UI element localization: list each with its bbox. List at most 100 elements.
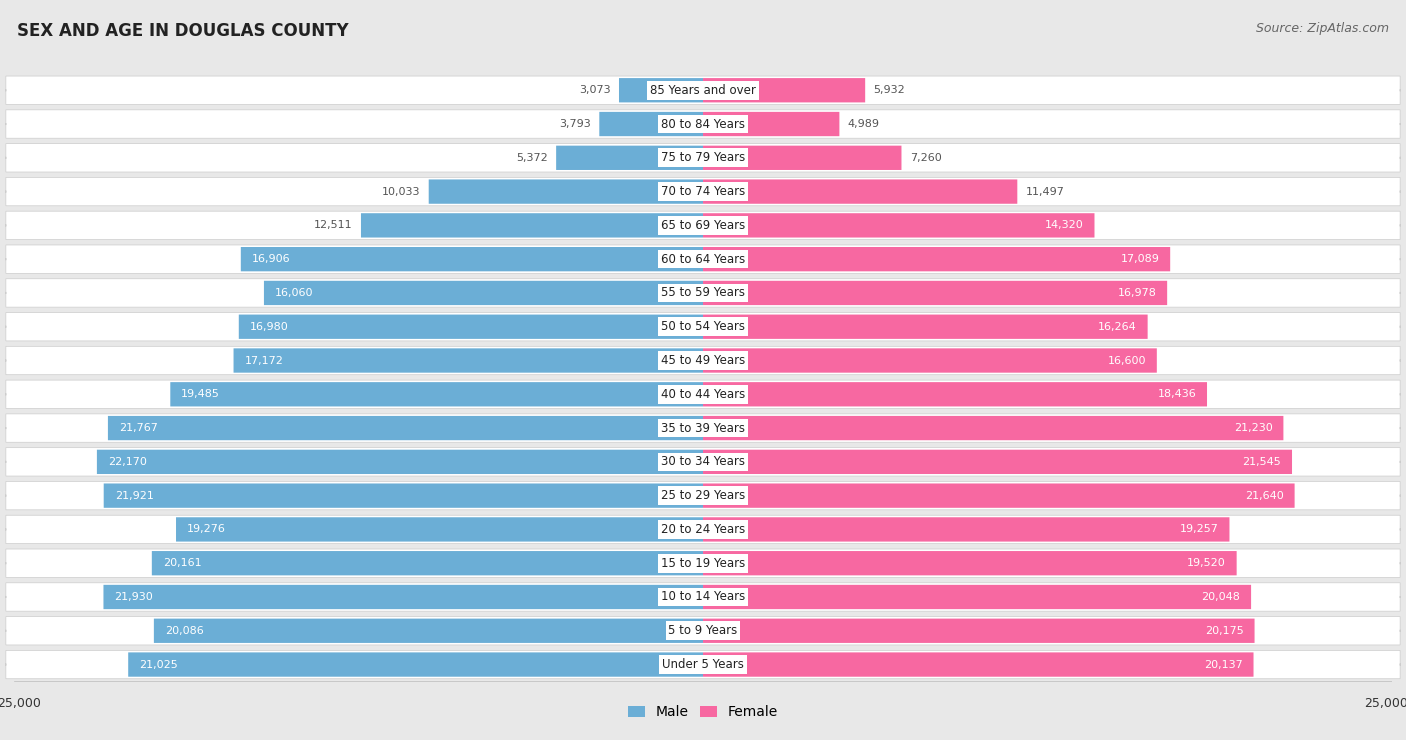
Text: 7,260: 7,260 xyxy=(910,153,942,163)
FancyBboxPatch shape xyxy=(6,482,1400,510)
FancyBboxPatch shape xyxy=(703,112,839,136)
Text: 20,137: 20,137 xyxy=(1204,659,1243,670)
FancyBboxPatch shape xyxy=(703,483,1295,508)
FancyBboxPatch shape xyxy=(104,483,703,508)
FancyBboxPatch shape xyxy=(240,247,703,272)
Text: 40 to 44 Years: 40 to 44 Years xyxy=(661,388,745,401)
FancyBboxPatch shape xyxy=(6,448,1400,476)
FancyBboxPatch shape xyxy=(599,112,703,136)
FancyBboxPatch shape xyxy=(703,213,1094,238)
FancyBboxPatch shape xyxy=(703,653,1254,676)
FancyBboxPatch shape xyxy=(703,416,1284,440)
FancyBboxPatch shape xyxy=(6,650,1400,679)
Text: 19,520: 19,520 xyxy=(1187,558,1226,568)
FancyBboxPatch shape xyxy=(6,312,1400,341)
Text: 20,048: 20,048 xyxy=(1201,592,1240,602)
Text: 20,175: 20,175 xyxy=(1205,626,1244,636)
Text: 21,230: 21,230 xyxy=(1233,423,1272,433)
FancyBboxPatch shape xyxy=(703,619,1254,643)
Text: 30 to 34 Years: 30 to 34 Years xyxy=(661,455,745,468)
Text: 5,372: 5,372 xyxy=(516,153,548,163)
FancyBboxPatch shape xyxy=(6,583,1400,611)
Text: 3,073: 3,073 xyxy=(579,85,610,95)
Text: 16,264: 16,264 xyxy=(1098,322,1136,332)
FancyBboxPatch shape xyxy=(6,279,1400,307)
Text: 17,172: 17,172 xyxy=(245,355,284,366)
Text: 12,511: 12,511 xyxy=(314,221,353,230)
Text: 5,932: 5,932 xyxy=(873,85,905,95)
Text: 15 to 19 Years: 15 to 19 Years xyxy=(661,556,745,570)
FancyBboxPatch shape xyxy=(233,349,703,373)
FancyBboxPatch shape xyxy=(153,619,703,643)
Text: 19,276: 19,276 xyxy=(187,525,226,534)
Text: SEX AND AGE IN DOUGLAS COUNTY: SEX AND AGE IN DOUGLAS COUNTY xyxy=(17,22,349,40)
FancyBboxPatch shape xyxy=(6,76,1400,104)
Text: 21,025: 21,025 xyxy=(139,659,179,670)
Text: 85 Years and over: 85 Years and over xyxy=(650,84,756,97)
FancyBboxPatch shape xyxy=(703,551,1237,576)
Text: 20 to 24 Years: 20 to 24 Years xyxy=(661,523,745,536)
FancyBboxPatch shape xyxy=(703,585,1251,609)
FancyBboxPatch shape xyxy=(6,380,1400,408)
Text: 10,033: 10,033 xyxy=(382,186,420,197)
FancyBboxPatch shape xyxy=(239,314,703,339)
Text: 11,497: 11,497 xyxy=(1025,186,1064,197)
Text: 21,930: 21,930 xyxy=(114,592,153,602)
Text: 70 to 74 Years: 70 to 74 Years xyxy=(661,185,745,198)
FancyBboxPatch shape xyxy=(703,146,901,170)
Text: 45 to 49 Years: 45 to 49 Years xyxy=(661,354,745,367)
Text: 21,921: 21,921 xyxy=(115,491,153,501)
Text: 75 to 79 Years: 75 to 79 Years xyxy=(661,151,745,164)
FancyBboxPatch shape xyxy=(703,179,1018,204)
FancyBboxPatch shape xyxy=(6,144,1400,172)
FancyBboxPatch shape xyxy=(97,450,703,474)
FancyBboxPatch shape xyxy=(6,245,1400,273)
Text: 35 to 39 Years: 35 to 39 Years xyxy=(661,422,745,434)
FancyBboxPatch shape xyxy=(6,110,1400,138)
Text: 4,989: 4,989 xyxy=(848,119,880,129)
FancyBboxPatch shape xyxy=(557,146,703,170)
FancyBboxPatch shape xyxy=(170,382,703,406)
Legend: Male, Female: Male, Female xyxy=(623,699,783,724)
Text: Under 5 Years: Under 5 Years xyxy=(662,658,744,671)
FancyBboxPatch shape xyxy=(703,349,1157,373)
Text: 16,600: 16,600 xyxy=(1108,355,1146,366)
Text: 16,980: 16,980 xyxy=(250,322,288,332)
FancyBboxPatch shape xyxy=(429,179,703,204)
FancyBboxPatch shape xyxy=(108,416,703,440)
Text: 3,793: 3,793 xyxy=(560,119,591,129)
Text: 25 to 29 Years: 25 to 29 Years xyxy=(661,489,745,502)
Text: 19,485: 19,485 xyxy=(181,389,221,400)
FancyBboxPatch shape xyxy=(703,78,865,102)
Text: 50 to 54 Years: 50 to 54 Years xyxy=(661,320,745,333)
FancyBboxPatch shape xyxy=(6,515,1400,544)
FancyBboxPatch shape xyxy=(176,517,703,542)
FancyBboxPatch shape xyxy=(6,211,1400,240)
FancyBboxPatch shape xyxy=(6,346,1400,374)
FancyBboxPatch shape xyxy=(6,616,1400,645)
FancyBboxPatch shape xyxy=(104,585,703,609)
Text: 65 to 69 Years: 65 to 69 Years xyxy=(661,219,745,232)
FancyBboxPatch shape xyxy=(619,78,703,102)
Text: 60 to 64 Years: 60 to 64 Years xyxy=(661,252,745,266)
Text: 14,320: 14,320 xyxy=(1045,221,1084,230)
FancyBboxPatch shape xyxy=(703,314,1147,339)
Text: 21,640: 21,640 xyxy=(1244,491,1284,501)
Text: 80 to 84 Years: 80 to 84 Years xyxy=(661,118,745,130)
Text: 19,257: 19,257 xyxy=(1180,525,1219,534)
FancyBboxPatch shape xyxy=(703,382,1206,406)
FancyBboxPatch shape xyxy=(703,450,1292,474)
FancyBboxPatch shape xyxy=(264,280,703,305)
Text: 18,436: 18,436 xyxy=(1157,389,1197,400)
Text: 5 to 9 Years: 5 to 9 Years xyxy=(668,625,738,637)
Text: Source: ZipAtlas.com: Source: ZipAtlas.com xyxy=(1256,22,1389,36)
Text: 16,978: 16,978 xyxy=(1118,288,1156,298)
Text: 20,161: 20,161 xyxy=(163,558,201,568)
Text: 22,170: 22,170 xyxy=(108,457,146,467)
Text: 16,060: 16,060 xyxy=(274,288,314,298)
Text: 10 to 14 Years: 10 to 14 Years xyxy=(661,591,745,604)
Text: 16,906: 16,906 xyxy=(252,254,291,264)
FancyBboxPatch shape xyxy=(6,178,1400,206)
FancyBboxPatch shape xyxy=(361,213,703,238)
FancyBboxPatch shape xyxy=(6,414,1400,443)
